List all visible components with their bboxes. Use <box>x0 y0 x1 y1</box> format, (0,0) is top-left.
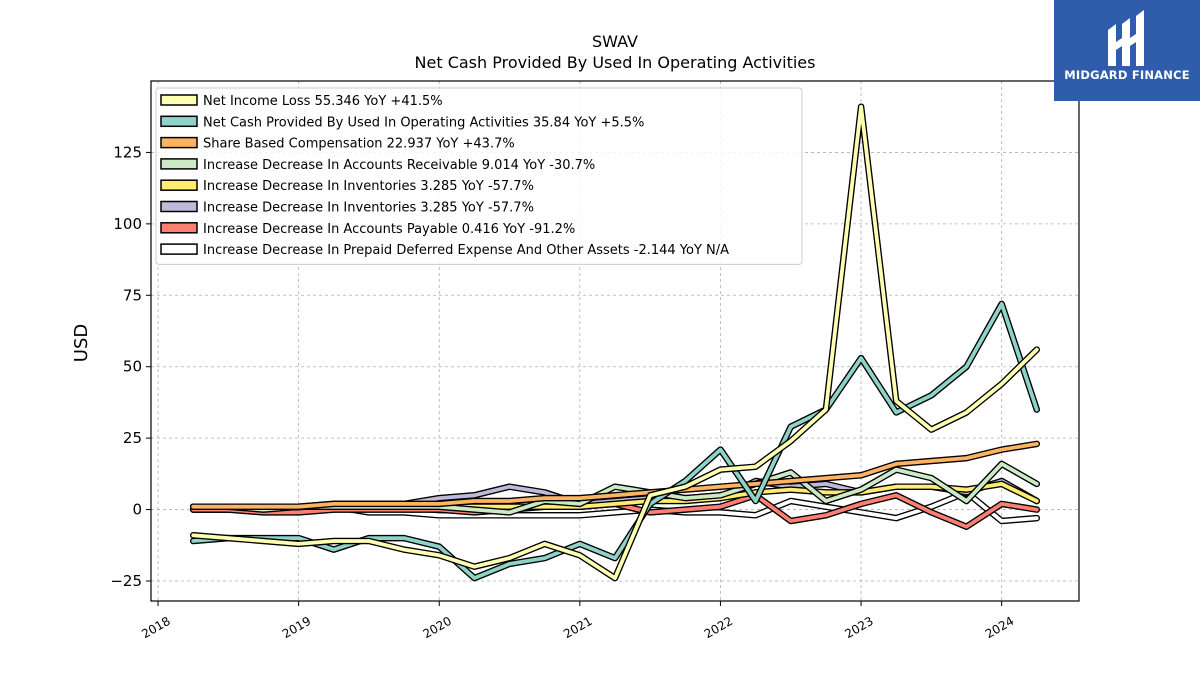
legend-label: Net Income Loss 55.346 YoY +41.5% <box>203 94 443 109</box>
y-tick-label: 100 <box>113 215 142 233</box>
legend-swatch <box>160 158 198 170</box>
y-tick-label: 25 <box>123 429 142 447</box>
x-tick-label: 2024 <box>983 614 1016 641</box>
plot-frame <box>150 80 1080 602</box>
x-tick-label: 2020 <box>421 614 454 641</box>
plot-lines <box>189 103 1041 582</box>
series-line <box>191 441 1039 509</box>
y-tick-label: −25 <box>110 572 142 590</box>
legend-swatch <box>160 94 198 106</box>
series-line <box>191 104 1039 580</box>
legend: Net Income Loss 55.346 YoY +41.5% Net Cas… <box>155 87 803 265</box>
x-tick-label: 2019 <box>280 614 313 641</box>
legend-label: Share Based Compensation 22.937 YoY +43.… <box>203 137 515 152</box>
y-tick-label: 75 <box>123 286 142 304</box>
y-axis-label: USD <box>71 324 92 362</box>
legend-label: Increase Decrease In Inventories 3.285 Y… <box>203 201 534 216</box>
legend-box <box>155 87 803 265</box>
legend-swatch <box>160 243 198 255</box>
series-line <box>191 301 1039 580</box>
legend-swatch <box>160 179 198 191</box>
legend-label: Increase Decrease In Inventories 3.285 Y… <box>203 179 534 194</box>
legend-swatch <box>160 115 198 128</box>
y-tick-label: 50 <box>123 358 142 376</box>
legend-swatch <box>160 200 198 213</box>
x-tick-label: 2021 <box>561 614 594 641</box>
midgard-logo-icon <box>1108 10 1144 66</box>
legend-label: Increase Decrease In Prepaid Deferred Ex… <box>203 243 729 258</box>
x-tick-label: 2023 <box>842 614 875 641</box>
legend-swatch <box>160 222 198 234</box>
chart-title: SWAV <box>592 32 638 51</box>
series-outline <box>189 300 1041 582</box>
y-tick-label: 0 <box>132 501 142 519</box>
legend-label: Increase Decrease In Accounts Receivable… <box>203 158 595 173</box>
brand-name: MIDGARD FINANCE <box>1064 68 1190 82</box>
x-tick-label: 2018 <box>139 614 172 641</box>
y-tick-label: 125 <box>113 143 142 161</box>
chart-subtitle: Net Cash Provided By Used In Operating A… <box>415 53 816 72</box>
brand-logo: MIDGARD FINANCE <box>1054 0 1200 101</box>
legend-label: Increase Decrease In Accounts Payable 0.… <box>203 222 575 237</box>
legend-label: Net Cash Provided By Used In Operating A… <box>203 115 644 130</box>
legend-swatch <box>160 136 198 149</box>
x-tick-label: 2022 <box>702 614 735 641</box>
